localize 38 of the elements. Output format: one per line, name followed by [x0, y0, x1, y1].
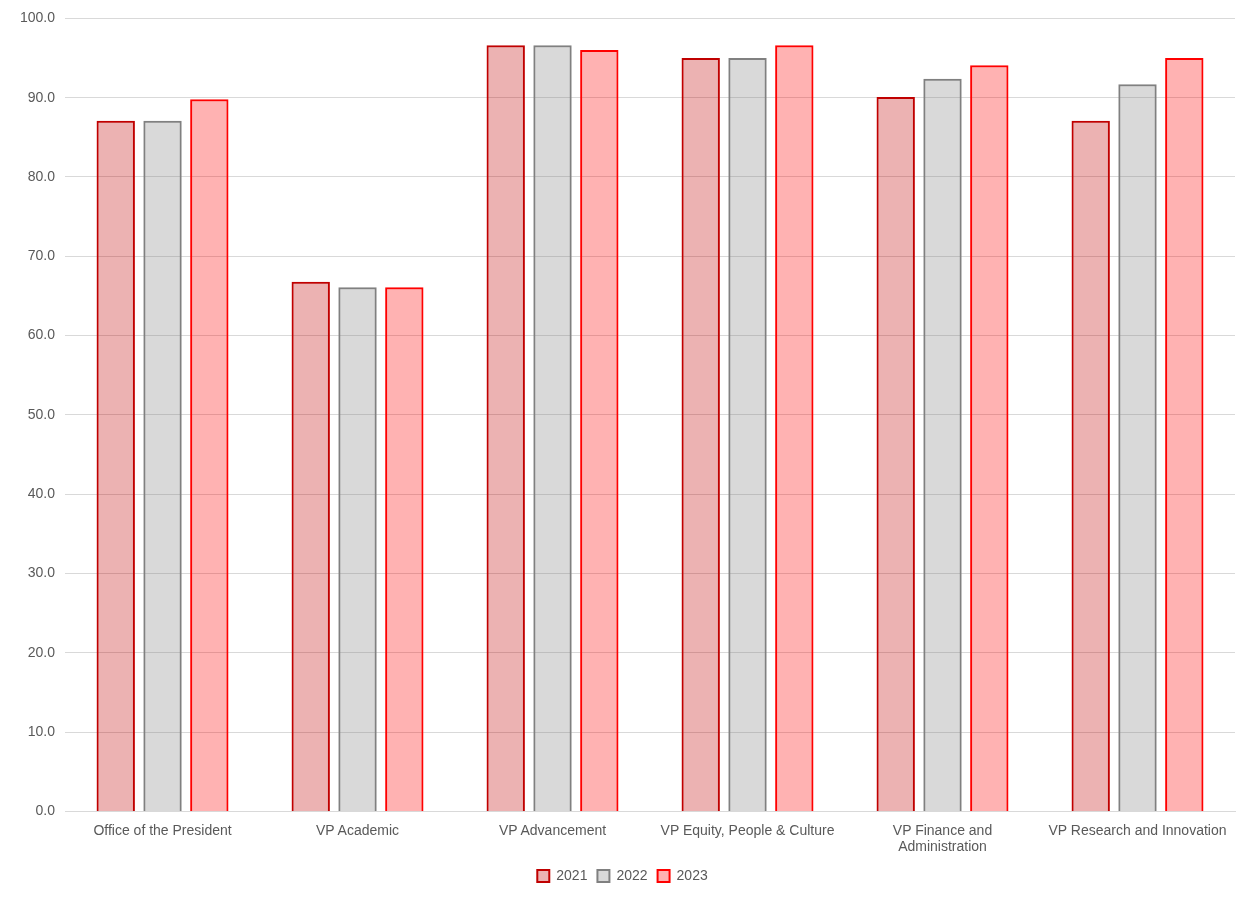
bar	[1165, 58, 1204, 811]
x-tick-label: VP Academic	[316, 821, 400, 838]
y-tick-label: 90.0	[27, 88, 56, 105]
x-tick-label: Office of the President	[93, 821, 232, 838]
bar	[775, 45, 814, 811]
bar	[580, 50, 619, 811]
bar	[876, 96, 915, 811]
bar	[291, 281, 330, 811]
y-tick-label: 60.0	[27, 326, 56, 343]
y-tick-label: 20.0	[27, 643, 56, 660]
bar	[190, 99, 229, 811]
y-tick-label: 100.0	[19, 9, 56, 26]
bar	[1118, 84, 1157, 811]
x-tick-label: VP Equity, People & Culture	[660, 821, 835, 838]
bar	[970, 65, 1009, 811]
bar	[923, 78, 962, 811]
bar	[486, 45, 525, 811]
legend-label: 2021	[556, 866, 588, 883]
bar	[338, 287, 377, 811]
bar	[385, 287, 424, 811]
y-tick-label: 50.0	[27, 405, 56, 422]
y-tick-label: 0.0	[35, 802, 56, 819]
legend-label: 2022	[616, 866, 648, 883]
bar	[143, 120, 182, 811]
bar	[96, 120, 135, 811]
x-tick-label: VP Research and Innovation	[1048, 821, 1227, 838]
bar	[533, 45, 572, 811]
y-tick-label: 30.0	[27, 564, 56, 581]
legend-label: 2023	[676, 866, 708, 883]
bar	[728, 58, 767, 811]
x-tick-label: VP Advancement	[498, 821, 607, 838]
y-tick-label: 10.0	[27, 722, 56, 739]
bar	[681, 58, 720, 811]
y-tick-label: 80.0	[27, 167, 56, 184]
y-tick-label: 40.0	[27, 485, 56, 502]
bar	[1071, 120, 1110, 811]
x-tick-label: VP Finance and Administration	[892, 821, 993, 855]
y-tick-label: 70.0	[27, 247, 56, 264]
